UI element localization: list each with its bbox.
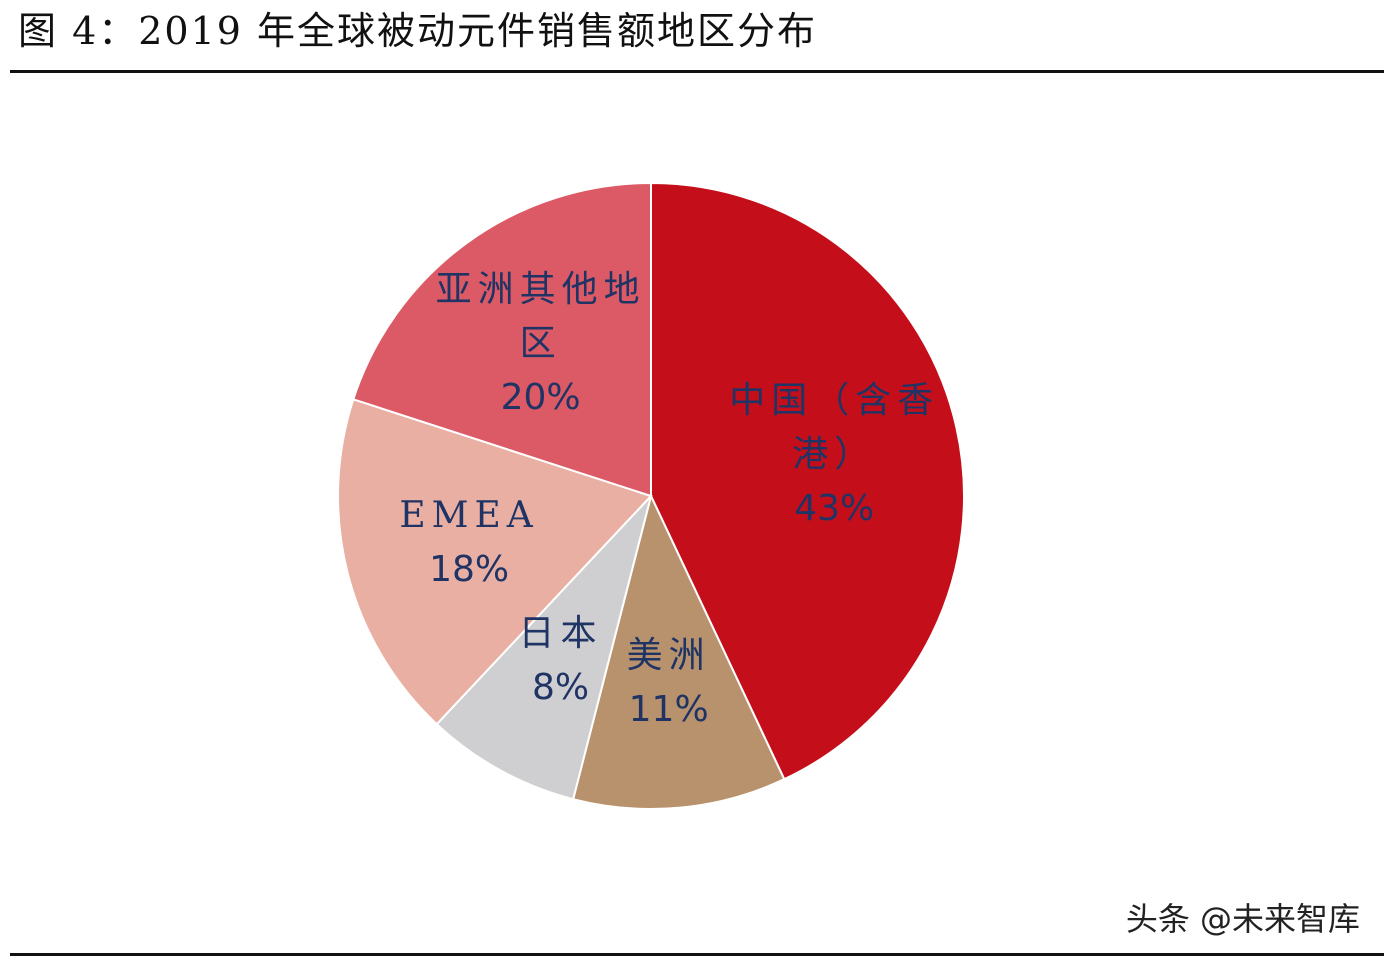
pie-slice [435, 495, 652, 801]
category-label: 日本 [518, 612, 603, 654]
bottom-rule [10, 953, 1384, 956]
title: 图 4：2019 年全球被动元件销售额地区分布 [18, 9, 818, 53]
top-rule [10, 70, 1384, 73]
value-label: 8% [531, 666, 590, 708]
slice-label: 日本 8% [446, 607, 676, 715]
pie-slice [571, 493, 786, 810]
pie-slice [650, 181, 965, 781]
value-label: 11% [628, 688, 709, 730]
pie-slice [352, 181, 652, 498]
pie-slice [337, 398, 653, 726]
slice-label: 美洲 11% [554, 629, 784, 737]
category-label: 中国（含香港） [729, 380, 940, 476]
category-label: 亚洲其他地区 [435, 269, 646, 365]
value-label: 18% [429, 548, 510, 590]
category-label: 美洲 [626, 634, 711, 676]
slice-label: 中国（含香港） 43% [719, 374, 949, 536]
value-label: 43% [794, 488, 875, 530]
slice-label: EMEA 18% [354, 489, 584, 597]
value-label: 20% [500, 377, 581, 419]
category-label: EMEA [399, 494, 539, 536]
watermark: 头条 @未来智库 [1125, 900, 1360, 938]
slice-label: 亚洲其他地区 20% [426, 263, 656, 425]
